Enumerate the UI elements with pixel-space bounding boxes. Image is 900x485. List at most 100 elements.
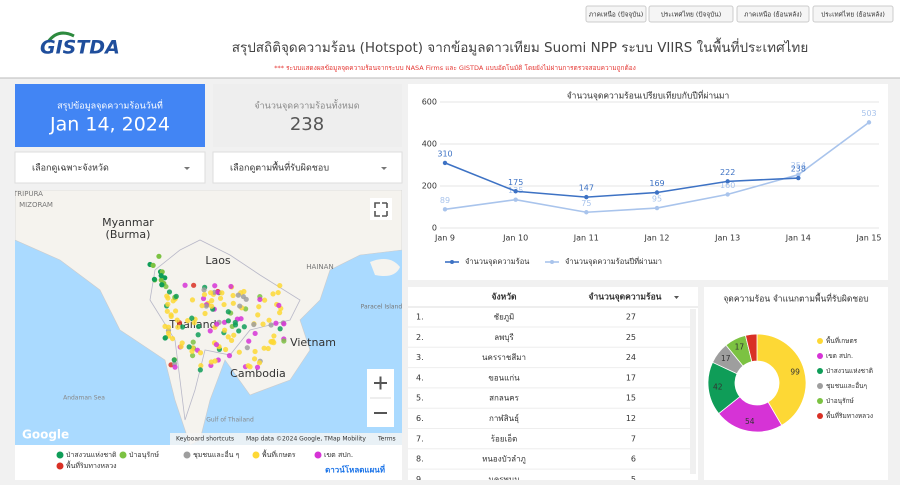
- hotspot-dot: [261, 345, 267, 351]
- data-point: [513, 197, 518, 202]
- zoom-icons: [374, 376, 387, 414]
- hotspot-dot: [191, 282, 197, 288]
- nav-button[interactable]: [585, 5, 647, 23]
- hotspot-count: 24: [626, 353, 636, 362]
- hotspot-dot: [262, 297, 268, 303]
- legend-label: พื้นที่เกษตร: [262, 448, 296, 459]
- x-tick-label: Jan 11: [573, 234, 599, 243]
- map-label: TRIPURA: [12, 190, 43, 198]
- data-label: 222: [720, 168, 735, 177]
- legend-dot: [550, 260, 554, 264]
- pie-label: 17: [735, 343, 745, 352]
- x-tick-label: Jan 15: [855, 234, 881, 243]
- legend-swatch: [56, 451, 64, 459]
- logo: GISTDA: [40, 37, 120, 59]
- attribution-bg: [170, 433, 402, 445]
- nav-button[interactable]: [812, 5, 894, 23]
- table-header: จังหวัด: [491, 292, 517, 303]
- hotspot-count: 25: [626, 333, 636, 342]
- hotspot-dot: [243, 306, 249, 312]
- hotspot-dot: [252, 330, 258, 337]
- hotspot-dot: [208, 359, 214, 365]
- hotspot-dot: [236, 349, 242, 355]
- data-label: 95: [652, 195, 662, 204]
- hotspot-dot: [164, 293, 170, 299]
- legend-label: จำนวนจุดความร้อนปีที่ผ่านมา: [565, 256, 662, 266]
- hotspot-dot: [237, 303, 243, 309]
- map[interactable]: TRIPURAMIZORAMMyanmar(Burma)LaosHAINANTh…: [12, 190, 405, 445]
- fullscreen-icon: [374, 202, 388, 217]
- data-label: 147: [579, 184, 594, 193]
- chart-title: จุดความร้อน จำแนกตามพื้นที่รับผิดชอบ: [723, 293, 868, 305]
- hotspot-dot: [172, 364, 178, 370]
- y-tick-label: 600: [422, 98, 437, 107]
- legend-swatch: [817, 413, 823, 419]
- map-attribution: Terms: [377, 436, 396, 443]
- y-tick-label: 400: [422, 140, 437, 149]
- series-line: [444, 162, 799, 198]
- hotspot-dot: [241, 324, 247, 330]
- scrollbar[interactable]: [690, 309, 696, 474]
- hotspot-dot: [221, 301, 227, 308]
- map-attribution: Map data ©2024 Google, TMap Mobility: [246, 436, 366, 443]
- hotspot-dot: [189, 352, 196, 359]
- hotspot-dot: [238, 316, 244, 322]
- province: หนองบัวลำภู: [482, 455, 526, 465]
- nav-button-label: ประเทศไทย (ย้อนหลัง): [821, 11, 885, 19]
- legend-swatch: [817, 368, 823, 374]
- province: ร้อยเอ็ด: [491, 433, 518, 443]
- sort-arrow: [674, 296, 679, 299]
- data-label: 503: [861, 109, 876, 118]
- table-panel: [408, 287, 698, 480]
- map-label: Paracel Islands: [361, 304, 406, 311]
- row-index: 9.: [416, 475, 424, 484]
- data-point: [866, 120, 872, 125]
- data-label: 169: [649, 179, 664, 188]
- legend-label: ป่าอนุรักษ์: [129, 451, 159, 459]
- fullscreen-button[interactable]: [370, 198, 392, 220]
- x-tick-label: Jan 10: [502, 234, 528, 243]
- legend-label: ป่าสงวนแห่งชาติ: [826, 367, 873, 375]
- hotspot-dot: [270, 291, 276, 297]
- hotspot-dot: [228, 337, 235, 344]
- pie-label: 99: [790, 368, 800, 377]
- row-index: 7.: [416, 434, 424, 443]
- table: จังหวัด จำนวนจุดความร้อน 1. ชัยภูมิ 27 2. ลพบุ…: [408, 292, 690, 484]
- map-label: Cambodia: [230, 367, 286, 380]
- hotspot-dot: [266, 317, 272, 323]
- hotspot-dot: [281, 338, 287, 344]
- download-link[interactable]: ดาวน์โหลดแผนที่: [325, 464, 385, 475]
- data-label: 89: [440, 196, 450, 205]
- hotspot-dot: [189, 315, 195, 321]
- nav-button[interactable]: [736, 5, 810, 23]
- hotspot-dot: [231, 332, 237, 338]
- hotspot-dot: [190, 339, 196, 345]
- data-point: [796, 175, 801, 181]
- filter-dropdown[interactable]: [212, 151, 403, 184]
- data-label: 238: [791, 165, 806, 174]
- data-point: [725, 179, 730, 184]
- map-label: MIZORAM: [19, 201, 53, 209]
- table-header: จำนวนจุดความร้อน: [589, 292, 662, 303]
- hotspot-dot: [235, 292, 241, 298]
- hotspot-dot: [203, 303, 209, 309]
- chart-title: จำนวนจุดความร้อนเปรียบเทียบกับปีที่ผ่านม…: [567, 90, 730, 102]
- hotspot-dot: [230, 292, 236, 299]
- hotspot-count: 6: [631, 455, 636, 464]
- hotspot-count: 15: [626, 394, 636, 403]
- hotspot-dot: [165, 324, 172, 330]
- hotspot-dot: [202, 310, 208, 317]
- hotspot-dot: [226, 353, 233, 359]
- hotspot-dot: [179, 340, 185, 346]
- date-card: [15, 84, 205, 147]
- hotspot-dot: [260, 321, 266, 327]
- legend-swatch: [817, 353, 823, 359]
- nav-button[interactable]: [648, 5, 734, 23]
- hotspot-dot: [164, 308, 170, 314]
- data-label: 160: [720, 181, 735, 190]
- pie-slice: [756, 333, 807, 426]
- hotspot-dot: [186, 344, 192, 350]
- filter-dropdown[interactable]: [14, 151, 206, 184]
- hotspot-dot: [276, 302, 282, 309]
